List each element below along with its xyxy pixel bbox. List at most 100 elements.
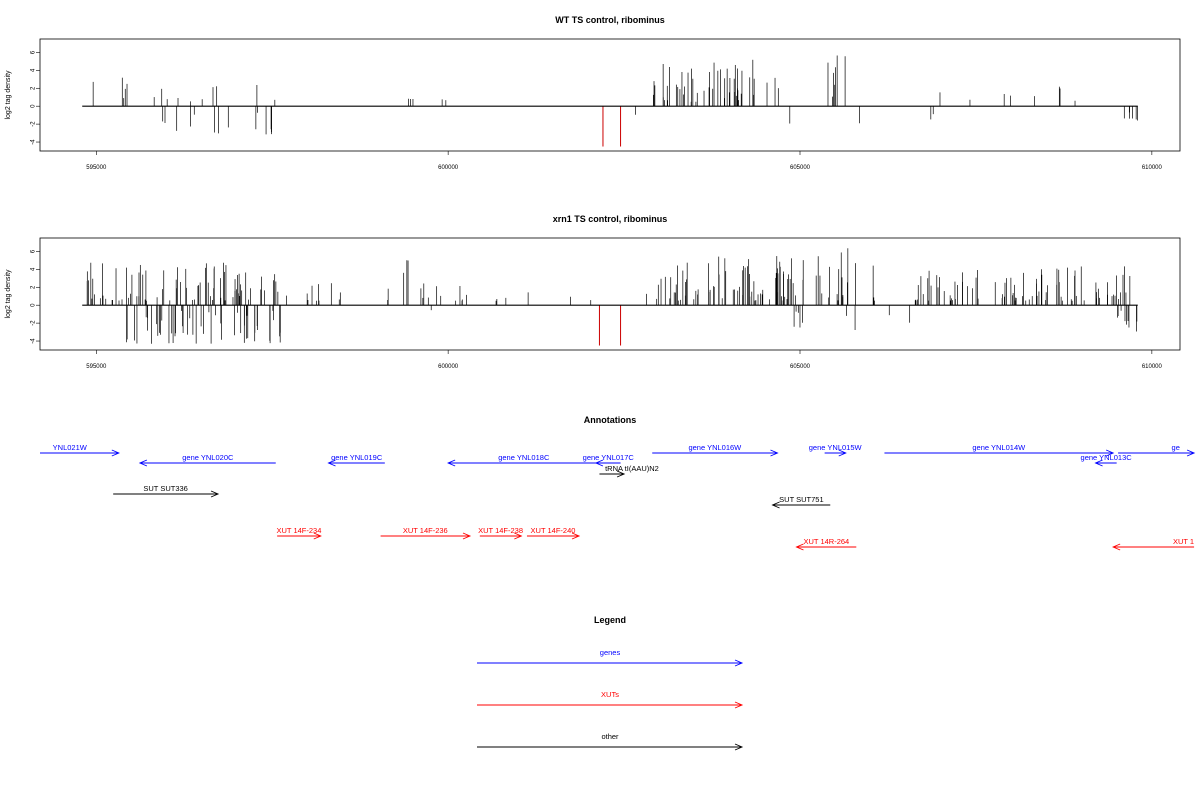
annotation-arrow-head: [771, 501, 780, 509]
annotation-label: ge: [1172, 443, 1180, 452]
xrn1-xtick-label: 595000: [86, 364, 107, 370]
legend-label: other: [601, 732, 619, 741]
annotation-label: SUT SUT751: [779, 495, 823, 504]
xrn1-xtick-label: 605000: [790, 364, 811, 370]
xrn1-panel: xrn1 TS control, ribominus log2 tag dens…: [5, 214, 1181, 370]
annotation-label: tRNA tI(AAU)N2: [605, 464, 659, 473]
annotation-arrow: [795, 543, 857, 551]
xrn1-ytick-label: 4: [31, 267, 37, 271]
annotation-arrow-head: [138, 459, 148, 467]
annotation-arrow-head: [313, 532, 322, 540]
annotation-arrow: [479, 532, 523, 540]
annotation-arrow-head: [447, 459, 456, 467]
wt-ytick-label: -4: [31, 139, 37, 145]
annotation-label: gene YNL018C: [498, 453, 550, 462]
annotation-label: XUT 14F-240: [531, 526, 576, 535]
legend-arrow-head: [734, 701, 744, 709]
legend-arrow: [477, 743, 744, 751]
wt-ytick-label: 4: [31, 68, 37, 72]
annotation-label: XUT 14F-236: [403, 526, 448, 535]
xrn1-ytick-label: -2: [31, 320, 37, 326]
wt-xtick-label: 610000: [1142, 165, 1163, 171]
annotations-title: Annotations: [584, 415, 637, 425]
annotation-arrow-head: [1186, 449, 1196, 457]
annotation-arrow-head: [594, 459, 604, 467]
xrn1-ytick-label: 6: [31, 249, 37, 253]
legend-arrow-head: [734, 743, 744, 751]
annotation-label: gene YNL013C: [1081, 453, 1133, 462]
annotation-arrow: [327, 459, 385, 467]
annotation-arrow: [1112, 543, 1195, 551]
wt-panel: WT TS control, ribominus log2 tag densit…: [5, 15, 1181, 171]
annotation-arrow-head: [616, 470, 626, 478]
wt-ytick-label: 6: [31, 50, 37, 54]
annotation-arrow-head: [770, 449, 779, 457]
annotation-arrow-head: [514, 532, 523, 540]
legend-arrow: [477, 701, 744, 709]
annotation-arrow: [824, 449, 847, 457]
annotation-arrow: [771, 501, 831, 509]
annotation-arrow: [447, 459, 600, 467]
annotation-label: XUT 1: [1173, 537, 1194, 546]
annotation-arrow-head: [327, 459, 336, 467]
annotation-arrow: [526, 532, 581, 540]
annotation-arrow: [1094, 459, 1117, 467]
annotation-arrow-head: [111, 449, 120, 457]
wt-bars: [92, 55, 1138, 135]
xrn1-xtick-label: 610000: [1142, 364, 1163, 370]
xrn1-panel-title: xrn1 TS control, ribominus: [553, 214, 668, 224]
wt-panel-title: WT TS control, ribominus: [555, 15, 665, 25]
annotation-label: gene YNL017C: [583, 453, 635, 462]
xrn1-ytick-label: 2: [31, 285, 37, 289]
annotation-label: gene YNL015W: [809, 443, 863, 452]
wt-ytick-label: -2: [31, 121, 37, 127]
annotation-label: XUT 14F-234: [277, 526, 322, 535]
annotation-arrow-head: [210, 490, 220, 498]
wt-ytick-label: 0: [31, 104, 37, 108]
xrn1-xtick-label: 600000: [438, 364, 459, 370]
wt-xtick-label: 595000: [86, 165, 107, 171]
legend-panel: Legend genes XUTs other: [477, 615, 744, 751]
annotation-label: gene YNL020C: [182, 453, 234, 462]
xrn1-plot-frame: [39, 237, 1181, 351]
annotation-arrow-head: [838, 449, 847, 457]
annotation-arrow: [1118, 449, 1196, 457]
annotation-label: gene YNL016W: [688, 443, 742, 452]
annotation-label: XUT 14R-264: [804, 537, 850, 546]
legend-label: genes: [600, 648, 621, 657]
legend-title: Legend: [594, 615, 626, 625]
wt-panel-ylabel: log2 tag density: [5, 70, 12, 120]
wt-ytick-label: 2: [31, 86, 37, 90]
annotation-arrow-head: [1105, 449, 1115, 457]
annotation-arrow-head: [795, 543, 804, 551]
xrn1-ytick-label: 0: [31, 303, 37, 307]
annotation-arrow: [113, 490, 220, 498]
annotation-label: gene YNL014W: [972, 443, 1026, 452]
legend-label: XUTs: [601, 690, 619, 699]
annotation-arrow: [594, 459, 621, 467]
annotation-arrow: [599, 470, 626, 478]
xrn1-ytick-label: -4: [31, 338, 37, 344]
annotation-arrow-head: [462, 532, 472, 540]
legend-arrow: [477, 659, 744, 667]
annotation-label: gene YNL019C: [331, 453, 383, 462]
annotation-label: YNL021W: [53, 443, 88, 452]
legend-arrow-head: [734, 659, 744, 667]
annotation-arrow: [40, 449, 120, 457]
annotations-panel: Annotations YNL021W gene YNL020C gene YNL0…: [40, 415, 1196, 551]
annotation-arrow-head: [1112, 543, 1121, 551]
annotation-arrow: [884, 449, 1115, 457]
xrn1-bars: [86, 248, 1138, 344]
annotation-arrow: [380, 532, 472, 540]
annotation-label: SUT SUT336: [143, 484, 187, 493]
wt-xtick-label: 605000: [790, 165, 811, 171]
wt-xtick-label: 600000: [438, 165, 459, 171]
annotation-arrow: [277, 532, 322, 540]
annotation-arrow-head: [1094, 459, 1103, 467]
annotation-arrow-head: [571, 532, 581, 540]
annotation-arrow: [138, 459, 276, 467]
annotation-label: XUT 14F-238: [478, 526, 523, 535]
wt-plot-frame: [39, 38, 1181, 152]
annotation-arrow: [652, 449, 779, 457]
